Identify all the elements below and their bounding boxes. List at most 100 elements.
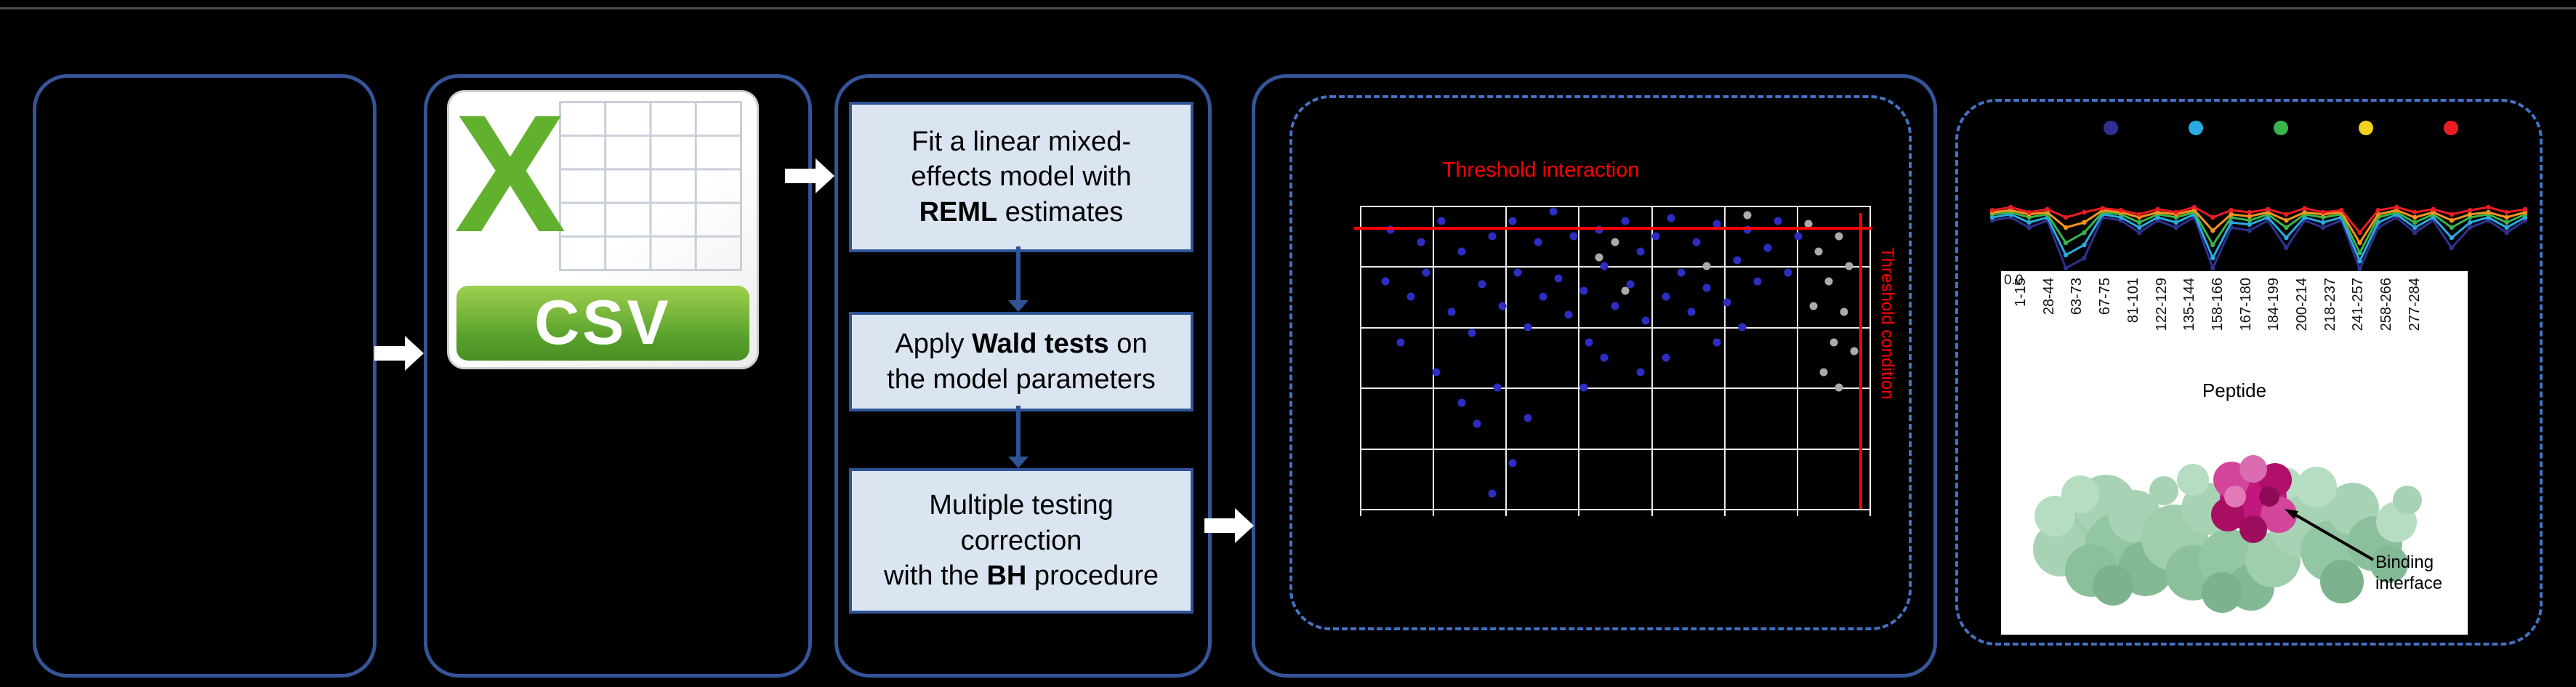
line-marker	[2504, 214, 2509, 220]
line-marker	[2247, 228, 2253, 233]
scatter-point	[1814, 247, 1823, 256]
dashed-box-scatter	[1289, 95, 1912, 630]
scatter-point	[1835, 383, 1843, 392]
line-marker	[2468, 220, 2473, 225]
flow-step-bh-line1: Multiple testing	[929, 490, 1114, 521]
line-marker	[2486, 204, 2491, 210]
line-marker	[2210, 214, 2215, 220]
scatter-point	[1564, 310, 1573, 319]
line-marker	[2468, 208, 2473, 213]
scatter-point	[1687, 308, 1696, 316]
line-marker	[2302, 206, 2307, 211]
scatter-point	[1493, 383, 1502, 392]
scatter-point	[1774, 217, 1782, 225]
scatter-point	[1611, 238, 1619, 246]
flow-arrow-1-shaft	[374, 346, 406, 361]
scatter-gridline-horizontal	[1360, 387, 1869, 390]
scatter-point	[1621, 286, 1630, 295]
scatter-point	[1508, 459, 1517, 467]
scatter-point	[1662, 353, 1670, 361]
line-marker	[1989, 208, 1995, 213]
binding-interface-annotation: Binding interface	[2375, 553, 2442, 595]
flow-arrow-2	[785, 158, 834, 193]
scatter-point	[1667, 214, 1675, 222]
scatter-point	[1743, 211, 1752, 219]
scatter-point	[1381, 277, 1390, 286]
csv-file-icon: X CSV	[447, 80, 759, 369]
scatter-point	[1850, 347, 1859, 355]
scatter-point	[1534, 238, 1542, 246]
scatter-point	[1585, 338, 1593, 347]
line-marker	[2173, 209, 2178, 215]
line-marker	[2504, 209, 2509, 215]
line-marker	[2320, 220, 2326, 225]
scatter-point	[1809, 302, 1818, 310]
binding-interface-annotation-line1: Binding	[2375, 553, 2434, 572]
line-marker	[2247, 222, 2253, 227]
flow-down-arrow-2-shaft	[1016, 406, 1021, 457]
scatter-point	[1743, 225, 1752, 234]
scatter-gridline-horizontal	[1360, 448, 1869, 450]
line-marker	[2137, 212, 2142, 217]
binding-interface-annotation-line2: interface	[2375, 573, 2443, 593]
scatter-point	[1595, 253, 1603, 262]
scatter-point	[1804, 220, 1813, 228]
scatter-point	[1723, 298, 1731, 307]
line-marker	[2100, 206, 2105, 211]
line-marker	[2063, 265, 2069, 271]
line-marker	[2026, 220, 2032, 225]
scatter-point	[1677, 268, 1686, 277]
scatter-point	[1621, 217, 1630, 225]
scatter-point	[1457, 398, 1466, 407]
line-marker	[2284, 212, 2289, 217]
line-marker	[2284, 218, 2289, 223]
scatter-axis-tick	[1723, 509, 1726, 516]
line-marker	[2229, 208, 2234, 213]
threshold-line-horizontal	[1354, 227, 1872, 230]
line-series-2	[1992, 212, 2526, 264]
scatter-point	[1569, 232, 1578, 241]
line-marker	[2191, 204, 2197, 210]
peptide-axis-label: Peptide	[2202, 379, 2267, 401]
line-marker	[2082, 220, 2087, 225]
scatter-point	[1600, 262, 1609, 270]
uptake-line-chart	[1989, 204, 2528, 273]
scatter-point	[1702, 284, 1711, 292]
scatter-point	[1636, 247, 1645, 256]
line-marker	[2247, 209, 2253, 215]
line-marker	[2173, 220, 2178, 225]
scatter-point	[1579, 383, 1588, 392]
flow-step-bh-line2: correction	[960, 525, 1082, 556]
scatter-point	[1488, 232, 1497, 241]
scatter-point	[1478, 280, 1486, 289]
flow-step-wald-pre: Apply	[895, 328, 973, 359]
line-marker	[2357, 240, 2362, 246]
line-marker	[2137, 220, 2142, 225]
scatter-point	[1712, 220, 1721, 228]
line-marker	[2357, 230, 2362, 236]
scatter-point	[1636, 368, 1645, 377]
line-marker	[2155, 206, 2160, 212]
line-marker	[2082, 242, 2087, 247]
line-marker	[2229, 220, 2234, 225]
scatter-point	[1733, 256, 1742, 265]
scatter-point	[1784, 268, 1792, 277]
panel-input-data	[33, 74, 377, 678]
threshold-line-vertical	[1859, 213, 1862, 509]
line-marker	[2008, 204, 2013, 210]
line-marker	[2210, 255, 2215, 261]
line-marker	[2137, 225, 2142, 230]
scatter-point	[1513, 268, 1522, 277]
legend-dot	[2359, 121, 2373, 135]
scatter-gridline-horizontal	[1360, 266, 1869, 268]
scatter-point	[1753, 277, 1762, 286]
scatter-point	[1524, 414, 1532, 422]
line-marker	[2449, 245, 2455, 251]
scatter-point	[1794, 232, 1803, 241]
line-marker	[2522, 206, 2528, 212]
flow-step-reml-text: Fit a linear mixed- effects model with R…	[911, 124, 1131, 230]
line-marker	[2468, 225, 2473, 230]
scatter-point	[1447, 308, 1456, 316]
dashed-box-peptide-results	[1955, 99, 2543, 646]
line-marker	[2339, 208, 2344, 213]
